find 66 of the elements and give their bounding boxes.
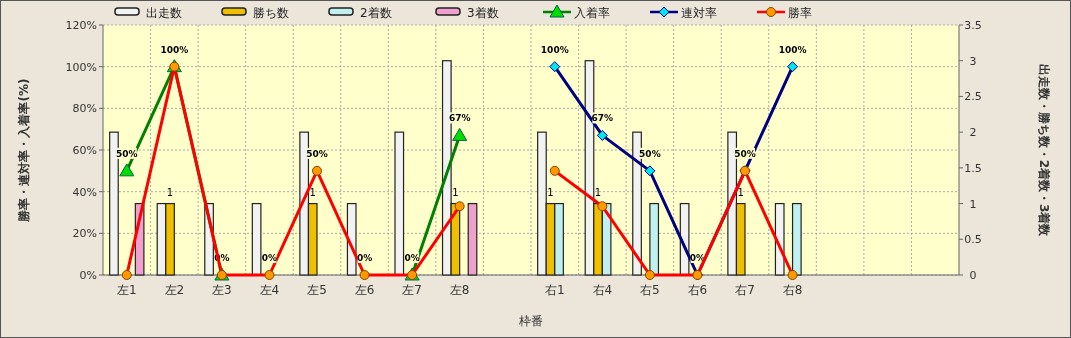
legend-label: 2着数 (360, 6, 392, 20)
data-label: 50% (639, 148, 661, 159)
legend-label: 勝率 (788, 6, 812, 20)
data-label: 1 (166, 186, 174, 198)
data-label: 100% (778, 44, 807, 55)
bar (251, 202, 262, 276)
x-tick-label: 右5 (640, 283, 660, 297)
data-label: 50% (734, 148, 756, 159)
x-tick-label: 左8 (449, 283, 470, 297)
x-tick-label: 左1 (116, 283, 137, 297)
y-tick-label: 120% (65, 19, 97, 32)
y2-tick-label: 2 (969, 126, 977, 140)
data-label: 50% (306, 148, 328, 159)
x-tick-label: 左2 (164, 283, 185, 297)
data-label: 67% (591, 113, 614, 124)
x-tick-label: 右8 (782, 283, 803, 297)
data-label: 1 (737, 186, 744, 198)
y2-tick-label: 1 (969, 197, 977, 211)
y-axis-title: 勝率・連対率・入着率(%) (17, 78, 31, 223)
y2-tick-label: 3.5 (964, 19, 982, 32)
data-label: 1 (452, 186, 459, 198)
y2-tick-label: 2.5 (964, 90, 982, 104)
x-tick-label: 右4 (592, 283, 613, 297)
data-label: 50% (116, 148, 138, 159)
data-label: 1 (594, 186, 602, 198)
data-label: 100% (160, 44, 189, 55)
data-label: 0% (261, 253, 278, 263)
x-tick-label: 左3 (212, 283, 232, 297)
bar (649, 202, 660, 276)
x-axis-title: 枠番 (518, 314, 543, 328)
x-tick-label: 左7 (402, 283, 422, 297)
y2-tick-label: 3 (969, 54, 977, 68)
x-tick-label: 右7 (735, 283, 755, 297)
y-tick-label: 80% (72, 102, 97, 116)
y-tick-label: 20% (72, 227, 97, 241)
y-tick-label: 60% (72, 144, 97, 157)
point (596, 129, 608, 141)
y2-tick-label: 0 (969, 269, 977, 282)
x-tick-label: 左5 (307, 283, 327, 297)
legend-label: 連対率 (681, 6, 717, 20)
x-tick-label: 左6 (354, 283, 375, 297)
legend-label: 入着率 (574, 6, 610, 20)
data-label: 0% (404, 253, 420, 263)
x-tick-label: 左4 (259, 283, 280, 297)
y2-tick-label: 1.5 (964, 161, 982, 175)
y2-axis-title: 出走数・勝ち数・2着数・3着数 (1037, 63, 1051, 238)
data-label: 1 (309, 186, 316, 198)
y-tick-label: 40% (72, 185, 97, 199)
y-tick-label: 0% (79, 269, 97, 282)
data-label: 0% (356, 253, 373, 263)
point (549, 61, 561, 73)
data-label: 67% (448, 113, 471, 124)
bar (467, 202, 478, 276)
y2-tick-label: 0.5 (964, 233, 982, 247)
bar (394, 131, 405, 276)
x-tick-label: 右1 (544, 283, 565, 297)
legend-label: 勝ち数 (253, 6, 289, 20)
bar (791, 202, 802, 276)
data-label: 1 (547, 186, 554, 198)
legend-label: 出走数 (146, 6, 182, 20)
x-tick-label: 右6 (687, 283, 708, 297)
data-label: 100% (540, 44, 569, 55)
point (644, 165, 656, 177)
legend-label: 3着数 (467, 6, 499, 20)
point (787, 61, 799, 73)
y-tick-label: 100% (65, 60, 97, 74)
